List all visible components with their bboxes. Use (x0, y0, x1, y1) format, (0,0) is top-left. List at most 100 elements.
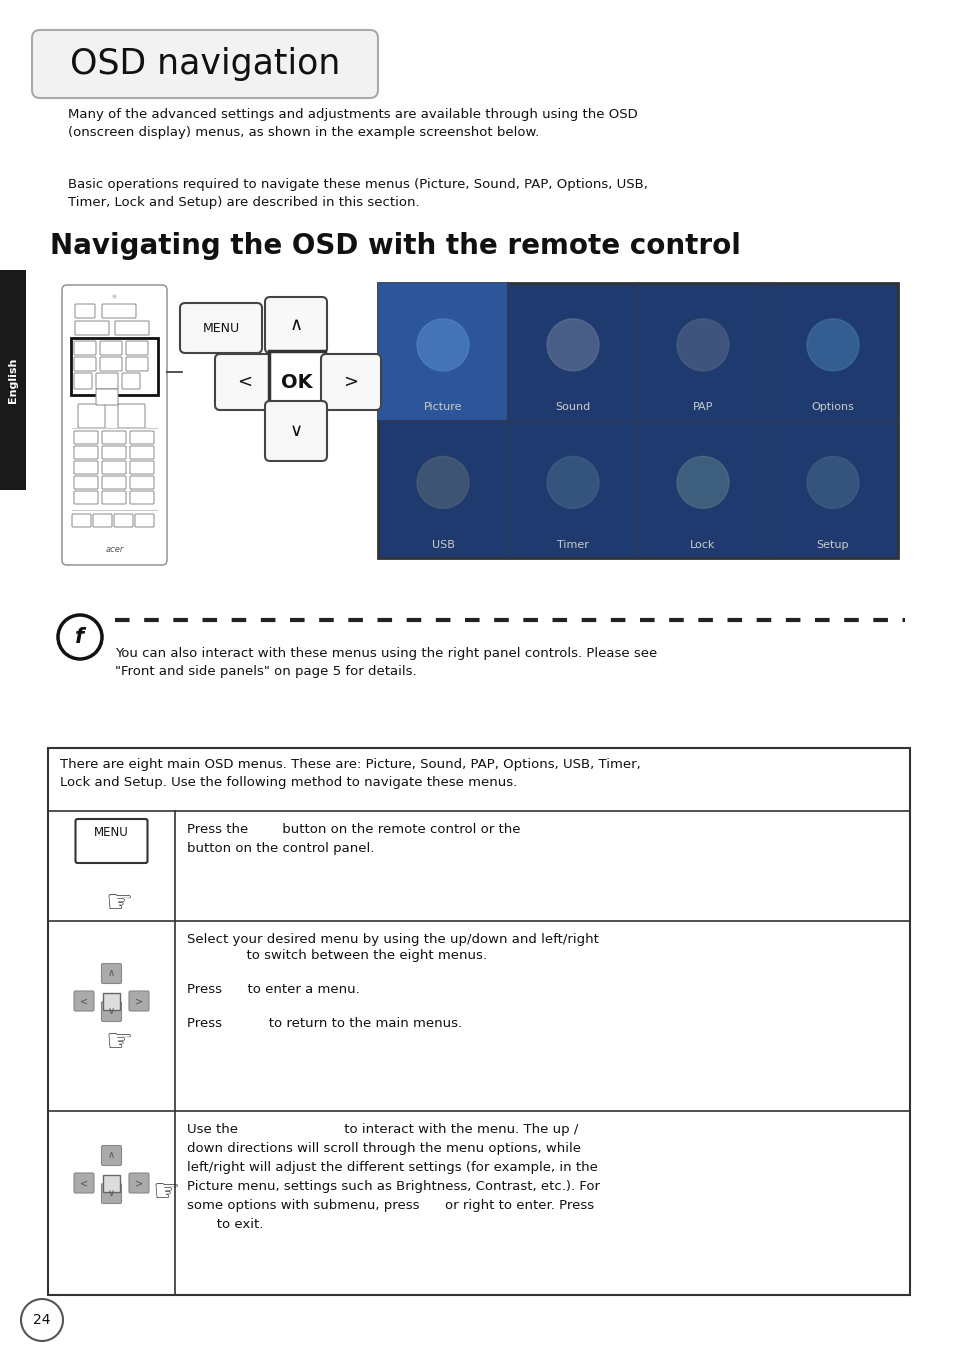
FancyBboxPatch shape (74, 460, 98, 474)
FancyBboxPatch shape (135, 515, 153, 527)
FancyBboxPatch shape (96, 372, 118, 389)
Text: Many of the advanced settings and adjustments are available through using the OS: Many of the advanced settings and adjust… (68, 108, 638, 139)
Text: Navigating the OSD with the remote control: Navigating the OSD with the remote contr… (50, 232, 740, 260)
Bar (71, 338, 158, 395)
Text: USB: USB (431, 540, 454, 550)
FancyBboxPatch shape (122, 372, 140, 389)
FancyBboxPatch shape (265, 401, 327, 460)
FancyBboxPatch shape (102, 460, 126, 474)
FancyBboxPatch shape (74, 357, 96, 371)
Text: ∧: ∧ (289, 315, 302, 334)
Text: OSD navigation: OSD navigation (70, 47, 340, 81)
FancyBboxPatch shape (102, 492, 126, 504)
FancyBboxPatch shape (74, 1173, 94, 1193)
Bar (0, 269, 26, 490)
Text: ∨: ∨ (108, 1006, 115, 1017)
Text: Lock: Lock (690, 540, 715, 550)
FancyBboxPatch shape (74, 341, 96, 355)
Circle shape (677, 456, 728, 508)
Circle shape (21, 1298, 63, 1340)
FancyBboxPatch shape (102, 477, 126, 489)
Text: Press      to enter a menu.: Press to enter a menu. (187, 983, 359, 997)
FancyBboxPatch shape (130, 460, 153, 474)
Circle shape (58, 615, 102, 659)
FancyBboxPatch shape (265, 297, 327, 353)
Text: 24: 24 (33, 1313, 51, 1327)
FancyBboxPatch shape (130, 445, 153, 459)
Circle shape (806, 320, 858, 371)
Text: f: f (75, 627, 85, 647)
Text: Basic operations required to navigate these menus (Picture, Sound, PAP, Options,: Basic operations required to navigate th… (68, 177, 647, 209)
FancyBboxPatch shape (75, 305, 95, 318)
FancyBboxPatch shape (78, 403, 105, 428)
FancyBboxPatch shape (130, 477, 153, 489)
Text: >: > (343, 372, 358, 391)
Bar (377, 283, 507, 421)
Text: You can also interact with these menus using the right panel controls. Please se: You can also interact with these menus u… (115, 647, 657, 678)
FancyBboxPatch shape (92, 515, 112, 527)
Bar (103, 1174, 120, 1192)
Bar (377, 283, 897, 558)
Text: Setup: Setup (816, 540, 848, 550)
Text: MENU: MENU (94, 826, 129, 839)
Text: MENU: MENU (202, 321, 239, 334)
Circle shape (546, 320, 598, 371)
FancyBboxPatch shape (129, 1173, 149, 1193)
Text: Picture: Picture (423, 402, 462, 413)
FancyBboxPatch shape (102, 445, 126, 459)
FancyBboxPatch shape (101, 1183, 121, 1204)
FancyBboxPatch shape (101, 1002, 121, 1021)
Text: Use the                         to interact with the menu. The up /
down directi: Use the to interact with the menu. The u… (187, 1122, 599, 1231)
FancyBboxPatch shape (74, 991, 94, 1011)
FancyBboxPatch shape (102, 305, 136, 318)
FancyBboxPatch shape (75, 819, 148, 862)
FancyBboxPatch shape (102, 431, 126, 444)
Text: PAP: PAP (692, 402, 713, 413)
FancyBboxPatch shape (74, 431, 98, 444)
Text: <: < (80, 997, 88, 1006)
Text: Select your desired menu by using the up/down and left/right: Select your desired menu by using the up… (187, 933, 598, 946)
Text: There are eight main OSD menus. These are: Picture, Sound, PAP, Options, USB, Ti: There are eight main OSD menus. These ar… (60, 758, 640, 789)
Text: Sound: Sound (555, 402, 590, 413)
FancyBboxPatch shape (96, 389, 118, 405)
Text: Press           to return to the main menus.: Press to return to the main menus. (187, 1017, 461, 1030)
FancyBboxPatch shape (62, 284, 167, 565)
FancyBboxPatch shape (130, 492, 153, 504)
Text: ∧: ∧ (108, 1151, 115, 1160)
FancyBboxPatch shape (101, 1145, 121, 1166)
Text: ☞: ☞ (106, 890, 133, 918)
Bar (103, 992, 120, 1010)
Circle shape (416, 320, 469, 371)
FancyBboxPatch shape (115, 321, 149, 334)
FancyBboxPatch shape (214, 353, 274, 410)
Text: >: > (134, 1178, 143, 1187)
FancyBboxPatch shape (100, 357, 122, 371)
Text: <: < (237, 372, 253, 391)
FancyBboxPatch shape (71, 515, 91, 527)
FancyBboxPatch shape (101, 964, 121, 983)
Circle shape (546, 456, 598, 508)
Circle shape (806, 456, 858, 508)
Text: Timer: Timer (557, 540, 588, 550)
Text: English: English (8, 357, 18, 402)
Text: Options: Options (811, 402, 854, 413)
Text: ☞: ☞ (106, 1028, 133, 1057)
Text: acer: acer (105, 546, 124, 555)
Text: ∨: ∨ (289, 422, 302, 440)
FancyBboxPatch shape (74, 372, 91, 389)
Circle shape (416, 456, 469, 508)
Bar (48, 747, 909, 1294)
FancyBboxPatch shape (129, 991, 149, 1011)
FancyBboxPatch shape (320, 353, 380, 410)
FancyBboxPatch shape (130, 431, 153, 444)
Circle shape (677, 320, 728, 371)
Text: ∧: ∧ (108, 968, 115, 979)
FancyBboxPatch shape (113, 515, 132, 527)
Text: OK: OK (281, 372, 313, 391)
Text: ☞: ☞ (152, 1178, 180, 1208)
Text: to switch between the eight menus.: to switch between the eight menus. (187, 949, 486, 961)
FancyBboxPatch shape (126, 357, 148, 371)
FancyBboxPatch shape (126, 341, 148, 355)
Text: Press the        button on the remote control or the
button on the control panel: Press the button on the remote control o… (187, 823, 520, 854)
FancyBboxPatch shape (74, 492, 98, 504)
